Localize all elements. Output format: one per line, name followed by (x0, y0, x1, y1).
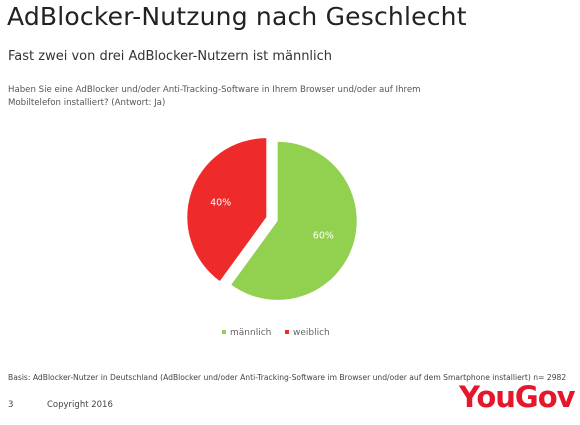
yougov-logo: YouGov (459, 380, 576, 414)
slice-label-männlich: 60% (313, 231, 334, 242)
legend-marker-männlich (222, 330, 226, 334)
chart-subtitle: Fast zwei von drei AdBlocker-Nutzern ist… (8, 49, 333, 64)
page-number: 3 (8, 400, 14, 410)
pie-slice-weiblich (187, 138, 267, 282)
chart-title: AdBlocker-Nutzung nach Geschlecht (7, 2, 467, 31)
pie-slice-männlich (231, 141, 357, 300)
copyright-text: Copyright 2016 (47, 400, 113, 410)
legend-label-weiblich: weiblich (293, 328, 330, 338)
basis-note: Basis: AdBlocker-Nutzer in Deutschland (… (8, 373, 567, 382)
legend-marker-weiblich (285, 330, 289, 334)
slice-label-weiblich: 40% (210, 197, 231, 208)
survey-question: Haben Sie eine AdBlocker und/oder Anti-T… (8, 85, 421, 108)
legend-label-männlich: männlich (230, 328, 271, 338)
